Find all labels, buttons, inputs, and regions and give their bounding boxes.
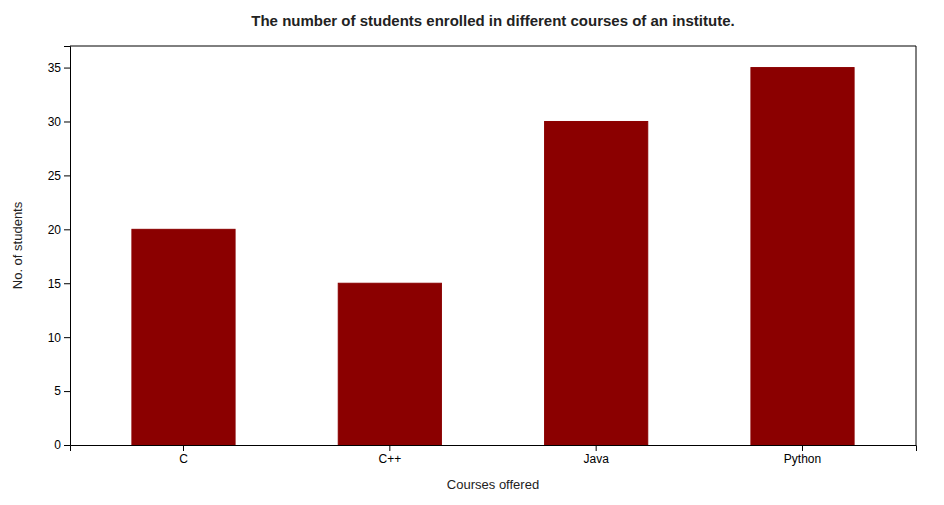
y-tick-label: 15 [48, 277, 62, 291]
y-tick-mark [64, 337, 70, 338]
bar [751, 68, 854, 445]
bar [132, 229, 235, 445]
bar [338, 283, 441, 445]
x-tick-label: C++ [378, 452, 401, 466]
plot-frame-top [70, 46, 916, 47]
x-tick-mark [183, 445, 184, 451]
x-axis-title: Courses offered [447, 477, 539, 492]
y-tick-mark [64, 175, 70, 176]
x-tick-mark [596, 445, 597, 451]
y-tick-mark [64, 445, 70, 446]
x-tick: Java [583, 445, 609, 466]
y-tick: 5 [54, 384, 70, 398]
y-tick: 30 [48, 115, 70, 129]
y-axis-title: No. of students [10, 201, 25, 289]
y-tick: 25 [48, 169, 70, 183]
x-axis: C C++ Java Python [71, 445, 917, 466]
x-tick: Python [784, 445, 821, 466]
y-tick-mark [64, 229, 70, 230]
y-tick-label: 30 [48, 115, 62, 129]
chart-title: The number of students enrolled in diffe… [251, 12, 734, 29]
plot-frame-right [916, 46, 917, 445]
y-axis: 0 5 10 15 20 25 30 35 [48, 47, 71, 453]
x-tick-label: Python [784, 452, 821, 466]
y-axis-line [64, 47, 71, 446]
y-tick-label: 20 [48, 223, 62, 237]
y-tick: 0 [54, 438, 70, 452]
chart-svg: C C++ Java Python 0 5 10 15 20 25 30 35 The number o… [0, 0, 944, 505]
y-tick-label: 10 [48, 331, 62, 345]
x-tick-mark [802, 445, 803, 451]
y-tick-mark [64, 68, 70, 69]
x-axis-line [71, 446, 917, 452]
x-tick-label: Java [583, 452, 609, 466]
y-tick-label: 5 [54, 384, 61, 398]
chart-container: C C++ Java Python 0 5 10 15 20 25 30 35 The number o… [0, 0, 944, 505]
bars [132, 68, 854, 445]
x-tick-label: C [179, 452, 188, 466]
x-tick: C [179, 445, 188, 466]
y-tick: 20 [48, 223, 70, 237]
x-tick-mark [389, 445, 390, 451]
y-tick-label: 25 [48, 169, 62, 183]
y-tick-label: 35 [48, 61, 62, 75]
y-tick: 15 [48, 277, 70, 291]
y-tick-mark [64, 121, 70, 122]
y-tick-label: 0 [54, 438, 61, 452]
y-tick-mark [64, 391, 70, 392]
y-tick-mark [64, 283, 70, 284]
y-tick: 35 [48, 61, 70, 75]
bar [545, 121, 648, 445]
y-tick: 10 [48, 331, 70, 345]
x-tick: C++ [378, 445, 401, 466]
